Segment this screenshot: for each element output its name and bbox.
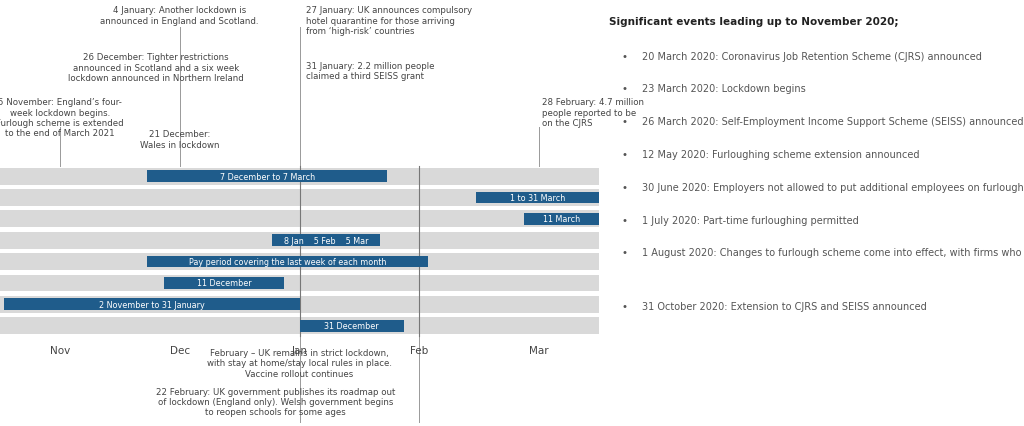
Text: Mar: Mar	[529, 345, 549, 355]
Text: 1 August 2020: Changes to furlough scheme come into effect, with firms who have : 1 August 2020: Changes to furlough schem…	[642, 248, 1024, 258]
Text: •: •	[622, 182, 628, 192]
Bar	[0, 253, 599, 271]
Text: Feb: Feb	[411, 345, 428, 355]
Bar	[0, 317, 599, 334]
Text: February – UK remains in strict lockdown,
with stay at home/stay local rules in : February – UK remains in strict lockdown…	[207, 348, 392, 378]
Text: 12 May 2020: Furloughing scheme extension announced: 12 May 2020: Furloughing scheme extensio…	[642, 150, 920, 160]
Text: 31 December: 31 December	[325, 321, 379, 331]
Text: •: •	[622, 117, 628, 127]
Text: •: •	[622, 215, 628, 225]
Text: •: •	[622, 301, 628, 311]
Bar	[475, 192, 599, 204]
Bar	[0, 296, 599, 313]
Text: 27 January: UK announces compulsory
hotel quarantine for those arriving
from ‘hi: 27 January: UK announces compulsory hote…	[305, 6, 472, 36]
Bar	[0, 275, 599, 292]
Text: 1 July 2020: Part-time furloughing permitted: 1 July 2020: Part-time furloughing permi…	[642, 215, 859, 225]
Text: 31 January: 2.2 million people
claimed a third SEISS grant: 31 January: 2.2 million people claimed a…	[305, 62, 434, 81]
Text: 31 October 2020: Extension to CJRS and SEISS announced: 31 October 2020: Extension to CJRS and S…	[642, 301, 927, 311]
Bar	[0, 232, 599, 249]
Text: 28 February: 4.7 million
people reported to be
on the CJRS: 28 February: 4.7 million people reported…	[542, 98, 643, 128]
Text: Pay period covering the last week of each month: Pay period covering the last week of eac…	[188, 257, 386, 267]
Bar	[272, 235, 380, 247]
Text: 21 December:
Wales in lockdown: 21 December: Wales in lockdown	[140, 130, 219, 149]
Text: 26 March 2020: Self-Employment Income Support Scheme (SEISS) announced: 26 March 2020: Self-Employment Income Su…	[642, 117, 1024, 127]
Text: 4 January: Another lockdown is
announced in England and Scotland.: 4 January: Another lockdown is announced…	[100, 6, 259, 26]
Text: 26 December: Tighter restrictions
announced in Scotland and a six week
lockdown : 26 December: Tighter restrictions announ…	[68, 53, 244, 83]
Text: 20 March 2020: Coronavirus Job Retention Scheme (CJRS) announced: 20 March 2020: Coronavirus Job Retention…	[642, 52, 982, 61]
Text: •: •	[622, 84, 628, 94]
Bar	[0, 211, 599, 228]
Text: 11 March: 11 March	[543, 215, 580, 224]
Text: Jan: Jan	[292, 345, 307, 355]
Text: Nov: Nov	[50, 345, 70, 355]
Text: 11 December: 11 December	[197, 279, 251, 288]
Bar	[523, 213, 599, 225]
Text: Significant events leading up to November 2020;: Significant events leading up to Novembe…	[609, 17, 899, 27]
Text: 8 Jan    5 Feb    5 Mar: 8 Jan 5 Feb 5 Mar	[284, 236, 368, 245]
Text: •: •	[622, 150, 628, 160]
Text: 1 to 31 March: 1 to 31 March	[510, 193, 565, 203]
Text: 22 February: UK government publishes its roadmap out
of lockdown (England only).: 22 February: UK government publishes its…	[156, 387, 395, 416]
Text: 5 November: England’s four-
week lockdown begins.
Furlough scheme is extended
to: 5 November: England’s four- week lockdow…	[0, 98, 124, 138]
Text: 2 November to 31 January: 2 November to 31 January	[98, 300, 205, 309]
Bar	[299, 320, 403, 332]
Text: 7 December to 7 March: 7 December to 7 March	[219, 172, 314, 181]
Bar	[147, 171, 387, 183]
Text: 30 June 2020: Employers not allowed to put additional employees on furlough: 30 June 2020: Employers not allowed to p…	[642, 182, 1024, 192]
Bar	[0, 168, 599, 185]
Text: 23 March 2020: Lockdown begins: 23 March 2020: Lockdown begins	[642, 84, 806, 94]
Bar	[4, 299, 300, 311]
Bar	[164, 277, 284, 289]
Text: •: •	[622, 52, 628, 61]
Text: Dec: Dec	[170, 345, 189, 355]
Text: •: •	[622, 248, 628, 258]
Bar	[147, 256, 428, 268]
Bar	[0, 190, 599, 207]
